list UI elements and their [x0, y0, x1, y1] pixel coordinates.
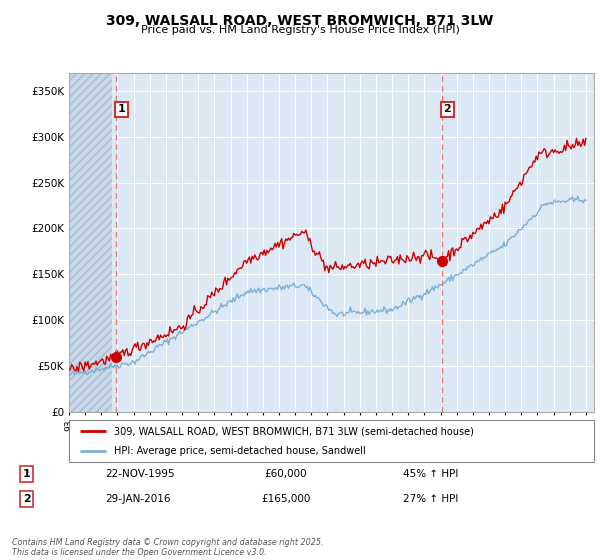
Text: 45% ↑ HPI: 45% ↑ HPI [403, 469, 459, 479]
Text: 309, WALSALL ROAD, WEST BROMWICH, B71 3LW: 309, WALSALL ROAD, WEST BROMWICH, B71 3L… [106, 14, 494, 28]
Text: 2: 2 [23, 494, 31, 504]
FancyBboxPatch shape [69, 420, 594, 462]
Bar [69, 73, 112, 412]
Text: Price paid vs. HM Land Registry's House Price Index (HPI): Price paid vs. HM Land Registry's House … [140, 25, 460, 35]
Text: Contains HM Land Registry data © Crown copyright and database right 2025.
This d: Contains HM Land Registry data © Crown c… [12, 538, 323, 557]
Text: 309, WALSALL ROAD, WEST BROMWICH, B71 3LW (semi-detached house): 309, WALSALL ROAD, WEST BROMWICH, B71 3L… [113, 426, 473, 436]
Text: £165,000: £165,000 [261, 494, 310, 504]
Text: 27% ↑ HPI: 27% ↑ HPI [403, 494, 459, 504]
Text: HPI: Average price, semi-detached house, Sandwell: HPI: Average price, semi-detached house,… [113, 446, 365, 456]
Text: 1: 1 [23, 469, 31, 479]
Text: 2: 2 [443, 104, 451, 114]
Text: 1: 1 [118, 104, 125, 114]
Text: £60,000: £60,000 [264, 469, 307, 479]
Text: 22-NOV-1995: 22-NOV-1995 [105, 469, 175, 479]
Text: 29-JAN-2016: 29-JAN-2016 [105, 494, 170, 504]
